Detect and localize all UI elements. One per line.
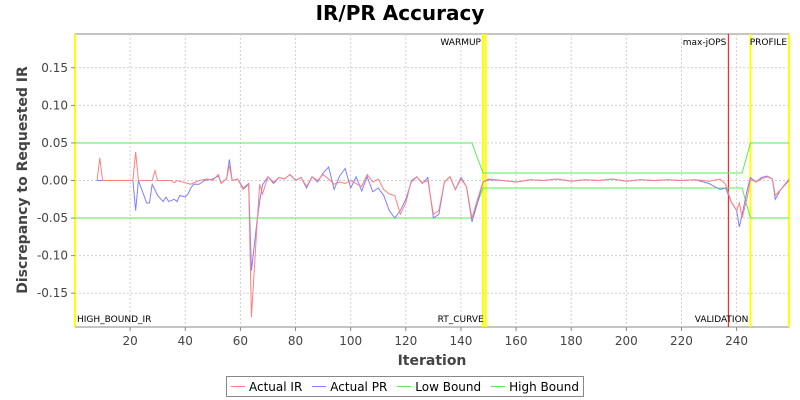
x-tick-label: 140 bbox=[449, 334, 472, 348]
y-tick-label: -0.15 bbox=[37, 286, 68, 300]
chart-legend: Actual IR Actual PR Low Bound High Bound bbox=[226, 376, 584, 397]
legend-label: Low Bound bbox=[415, 379, 482, 394]
y-tick-label: 0.15 bbox=[41, 61, 68, 75]
legend-item-actual-pr: Actual PR bbox=[312, 380, 387, 394]
x-axis-ticks: 20 40 60 80 100 120 140 160 180 200 220 240 bbox=[122, 327, 748, 348]
legend-swatch bbox=[312, 386, 327, 387]
y-tick-label: 0.10 bbox=[41, 98, 68, 112]
y-tick-label: 0.05 bbox=[41, 136, 68, 150]
legend-item-low-bound: Low Bound bbox=[397, 380, 481, 394]
vertical-marker-label: max-jOPS bbox=[683, 38, 727, 48]
vertical-marker-label: PROFILE bbox=[750, 38, 788, 48]
y-tick-label: -0.05 bbox=[37, 211, 68, 225]
vertical-marker-label: WARMUP bbox=[440, 38, 481, 48]
vertical-marker-label: HIGH_BOUND_IR bbox=[77, 315, 151, 325]
vertical-marker-label: RT_CURVE bbox=[438, 315, 484, 325]
y-tick-label: -0.10 bbox=[37, 249, 68, 263]
legend-label: Actual IR bbox=[249, 379, 303, 394]
legend-swatch bbox=[231, 386, 245, 387]
y-axis-label: Discrepancy to Requested IR bbox=[15, 66, 31, 294]
x-tick-label: 60 bbox=[233, 334, 248, 348]
x-tick-label: 160 bbox=[505, 334, 528, 348]
x-tick-label: 120 bbox=[394, 334, 417, 348]
y-axis-ticks: -0.15 -0.10 -0.05 0.00 0.05 0.10 0.15 bbox=[37, 61, 75, 300]
legend-item-actual-ir: Actual IR bbox=[231, 380, 302, 394]
y-tick-label: 0.00 bbox=[41, 174, 68, 188]
x-tick-label: 40 bbox=[178, 334, 193, 348]
legend-label: High Bound bbox=[509, 379, 579, 394]
x-tick-label: 20 bbox=[122, 334, 137, 348]
x-tick-label: 180 bbox=[560, 334, 583, 348]
series-lines bbox=[75, 142, 790, 318]
chart-title: IR/PR Accuracy bbox=[316, 1, 485, 25]
legend-swatch bbox=[491, 386, 506, 387]
legend-item-high-bound: High Bound bbox=[491, 380, 579, 394]
legend-swatch bbox=[397, 386, 412, 387]
legend-label: Actual PR bbox=[330, 379, 388, 394]
x-axis-label: Iteration bbox=[398, 353, 467, 369]
series-line-high-bound bbox=[75, 142, 789, 174]
x-tick-label: 240 bbox=[725, 334, 748, 348]
series-line-actual-ir bbox=[96, 151, 790, 318]
x-tick-label: 100 bbox=[339, 334, 362, 348]
x-tick-label: 220 bbox=[670, 334, 693, 348]
x-tick-label: 80 bbox=[288, 334, 303, 348]
series-line-low-bound bbox=[75, 187, 789, 219]
vertical-marker-label: VALIDATION bbox=[695, 315, 749, 325]
x-tick-label: 200 bbox=[615, 334, 638, 348]
